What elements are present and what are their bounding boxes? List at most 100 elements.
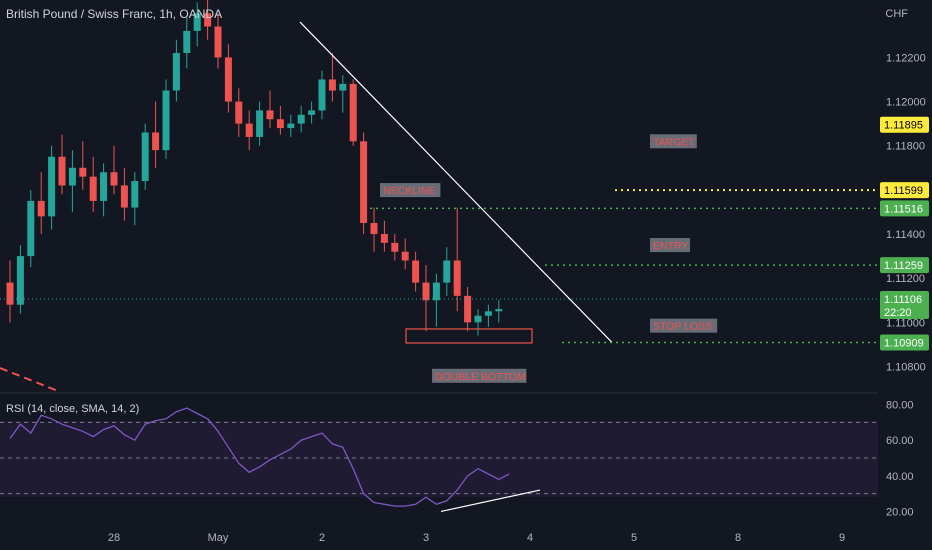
candle-body (453, 260, 461, 296)
candle-body (287, 123, 295, 129)
candle-body (308, 110, 316, 115)
level-marker-label: 1.11516 (884, 203, 923, 215)
level-marker-label: 1.11259 (884, 260, 923, 272)
time-tick-label: 9 (839, 532, 845, 544)
candle-body (152, 132, 160, 151)
candle-body (162, 90, 170, 151)
candle-body (16, 256, 24, 305)
price-marker-label: 1.11106 (884, 294, 922, 306)
price-marker-box (880, 290, 929, 319)
annotation-box (432, 368, 527, 383)
candle-body (193, 13, 201, 31)
annotation-box (650, 238, 690, 253)
candle-body (256, 110, 264, 137)
candle-body (443, 260, 451, 283)
candle-body (266, 110, 274, 120)
annotation-box (380, 183, 441, 198)
candle-body (495, 309, 503, 312)
time-tick-label: 2 (319, 532, 325, 544)
level-marker-label: 1.10909 (884, 337, 924, 349)
candle-body (422, 282, 430, 301)
annotation-box (650, 318, 718, 333)
candle-body (432, 282, 440, 301)
rsi-tick-label: 40.00 (886, 471, 914, 483)
candle-body (464, 295, 472, 323)
time-tick-label: 5 (631, 532, 637, 544)
candle-body (79, 167, 87, 177)
level-marker-box (880, 257, 929, 274)
price-tick-label: 1.11400 (886, 229, 925, 241)
level-marker-label: 1.11599 (884, 185, 923, 197)
levels-layer (0, 21, 878, 392)
rsi-tick-label: 60.00 (886, 435, 914, 447)
annotation-box (650, 134, 697, 149)
candle-body (183, 30, 191, 53)
candle-body (214, 26, 222, 58)
rsi-band-zone (0, 421, 878, 497)
candle-body (318, 79, 326, 111)
candle-body (89, 176, 97, 201)
price-marker-label: 1.11895 (884, 120, 923, 132)
price-tick-label: 1.11800 (886, 141, 925, 153)
price-marker-box (880, 116, 929, 133)
candle-body (245, 123, 253, 137)
candle-body (37, 200, 45, 217)
annotation-label: ENTRY (653, 240, 688, 252)
rsi-trendline (440, 489, 541, 513)
level-marker-box (880, 182, 929, 199)
candle-body (131, 181, 139, 208)
price-tick-label: 1.11200 (886, 273, 925, 285)
candle-body (328, 79, 336, 91)
price-tick-label: 1.11000 (886, 317, 925, 329)
annotation-label: DOUBLE BOTTOM (435, 371, 526, 383)
candle-body (204, 13, 212, 27)
rsi-tick-label: 80.00 (886, 400, 914, 412)
rsi-line (9, 407, 510, 507)
time-tick-label: 4 (527, 532, 533, 544)
annotation-label: STOP LOSS (653, 321, 712, 333)
candle-body (110, 172, 118, 186)
candle-body (401, 251, 409, 261)
candle-body (58, 156, 66, 186)
candle-body (380, 234, 388, 243)
price-tick-label: 1.12000 (886, 97, 926, 109)
candle-body (360, 141, 368, 223)
countdown-label: 22:20 (884, 307, 912, 319)
rsi-title: RSI (14, close, SMA, 14, 2) (6, 403, 140, 415)
rsi-tick-label: 20.00 (886, 506, 914, 518)
candle-body (391, 242, 399, 252)
level-marker-box (880, 334, 929, 351)
candle-body (235, 101, 243, 124)
axis-layer: 1.12200 1.12000 1.11800 1.11400 1.11200 1.110… (108, 52, 929, 544)
candle-body (276, 119, 284, 129)
time-tick-label: 8 (735, 532, 741, 544)
time-tick-label: May (208, 532, 229, 544)
candle-body (339, 83, 347, 91)
candle-body (412, 260, 420, 283)
time-tick-label: 28 (108, 532, 120, 544)
double-bottom-box (405, 328, 533, 344)
candle-body (172, 52, 180, 91)
chart-title: British Pound / Swiss Franc, 1h, OANDA (6, 7, 223, 21)
candle-body (6, 282, 14, 305)
level-marker-box (880, 200, 929, 217)
candle-body (484, 311, 492, 316)
price-tick-label: 1.10800 (886, 362, 926, 374)
time-tick-label: 3 (423, 532, 429, 544)
candle-body (224, 57, 232, 102)
candle-body (27, 200, 35, 257)
candle-body (141, 132, 149, 182)
candles-layer (6, 0, 503, 336)
candle-body (474, 315, 482, 323)
candle-body (120, 185, 128, 208)
rsi-layer (0, 407, 878, 513)
annotation-label: TARGET (653, 136, 695, 148)
candle-body (48, 156, 56, 217)
channel-line-fragment (0, 367, 59, 392)
candle-body (349, 83, 357, 142)
annotations-layer: TARGET NECKLINE ENTRY STOP LOSS DOUBLE BOTTO… (380, 134, 718, 383)
trendline (299, 21, 613, 343)
candle-body (297, 114, 305, 124)
